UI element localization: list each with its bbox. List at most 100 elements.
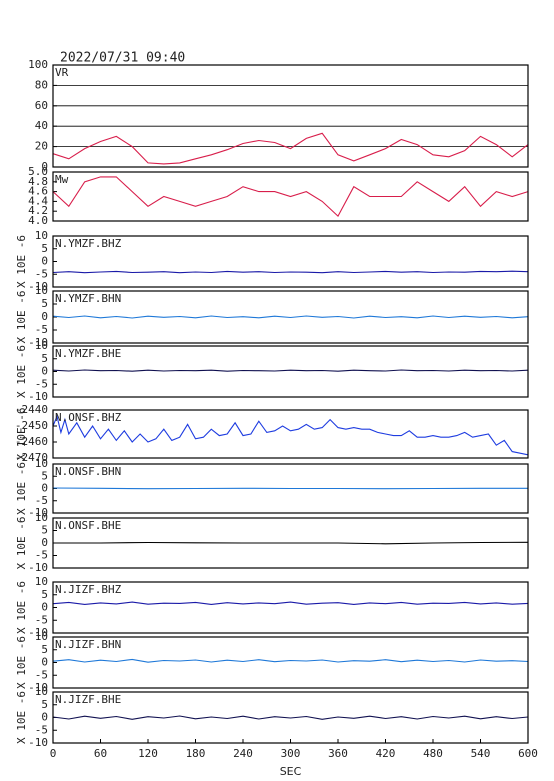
panel-label: N.YMZF.BHE bbox=[55, 347, 121, 360]
series-line bbox=[52, 414, 529, 456]
y-tick-label: 80 bbox=[35, 78, 48, 91]
y-axis-label: X 10E -6 bbox=[15, 462, 28, 515]
x-tick-label: 0 bbox=[50, 747, 57, 760]
x-tick-label: 360 bbox=[328, 747, 348, 760]
y-tick-label: 5 bbox=[41, 352, 48, 365]
y-tick-label: -5 bbox=[35, 267, 48, 280]
y-tick-label: 4.2 bbox=[28, 204, 48, 217]
y-tick-label: 5.0 bbox=[28, 165, 48, 178]
plot-frame bbox=[52, 463, 529, 514]
y-tick-label: 5 bbox=[41, 469, 48, 482]
x-tick-label: 300 bbox=[281, 747, 301, 760]
series-line bbox=[52, 270, 529, 274]
x-tick-label: 120 bbox=[138, 747, 158, 760]
y-tick-label: -10 bbox=[28, 280, 48, 293]
x-tick-label: 480 bbox=[423, 747, 443, 760]
y-axis-label: X 10E -6 bbox=[15, 691, 28, 744]
plot-frame bbox=[52, 409, 529, 459]
panel-label: N.JIZF.BHZ bbox=[55, 583, 122, 596]
y-axis-label: X 10E -6 bbox=[15, 517, 28, 570]
x-tick-label: 240 bbox=[233, 747, 253, 760]
panel-label: N.ONSF.BHE bbox=[55, 519, 121, 532]
plot-frame bbox=[52, 235, 529, 288]
y-tick-label: -10 bbox=[28, 336, 48, 349]
y-tick-label: 60 bbox=[35, 99, 48, 112]
y-tick-label: 100 bbox=[28, 58, 48, 71]
x-tick-label: 600 bbox=[518, 747, 538, 760]
series-line bbox=[52, 369, 529, 372]
y-tick-label: 0 bbox=[41, 365, 48, 378]
y-tick-label: -2440 bbox=[15, 403, 48, 416]
y-tick-label: 5 bbox=[41, 643, 48, 656]
y-tick-label: 10 bbox=[35, 339, 48, 352]
plot-frame bbox=[52, 581, 529, 634]
panel-label: N.ONSF.BHZ bbox=[55, 411, 122, 424]
y-tick-label: -2460 bbox=[15, 435, 48, 448]
panel-label: N.YMZF.BHN bbox=[55, 292, 121, 305]
panel-label: Mw bbox=[55, 173, 69, 186]
series-line bbox=[52, 658, 529, 663]
y-tick-label: 0 bbox=[41, 656, 48, 669]
y-tick-label: -10 bbox=[28, 390, 48, 403]
y-tick-label: 0 bbox=[41, 482, 48, 495]
y-axis-label: X 10E -6 bbox=[15, 408, 28, 461]
y-axis-label: X 10E -6 bbox=[15, 291, 28, 344]
y-tick-label: 0 bbox=[41, 160, 48, 173]
y-tick-label: 10 bbox=[35, 575, 48, 588]
y-tick-label: 4.4 bbox=[28, 194, 48, 207]
y-axis-label: X 10E -6 bbox=[15, 636, 28, 689]
y-tick-label: -5 bbox=[35, 723, 48, 736]
x-tick-label: 420 bbox=[376, 747, 396, 760]
plot-frame bbox=[52, 171, 529, 222]
panel-label: N.JIZF.BHN bbox=[55, 638, 121, 651]
plot-frame bbox=[52, 636, 529, 689]
series-line bbox=[52, 601, 529, 605]
series-line bbox=[53, 541, 529, 545]
y-tick-label: -10 bbox=[28, 561, 48, 574]
y-tick-label: -5 bbox=[35, 668, 48, 681]
y-tick-label: 10 bbox=[35, 685, 48, 698]
x-tick-label: 540 bbox=[471, 747, 491, 760]
y-tick-label: 5 bbox=[41, 297, 48, 310]
plot-frame bbox=[52, 517, 529, 569]
y-tick-label: -5 bbox=[35, 549, 48, 562]
x-axis-label: SEC bbox=[280, 765, 302, 778]
y-tick-label: 10 bbox=[35, 630, 48, 643]
y-tick-label: 0 bbox=[41, 601, 48, 614]
y-tick-label: 0 bbox=[41, 310, 48, 323]
y-tick-label: 10 bbox=[35, 284, 48, 297]
y-axis-label: X 10E -6 bbox=[15, 235, 28, 288]
series-line bbox=[52, 487, 528, 490]
y-tick-label: -10 bbox=[28, 626, 48, 639]
panel-label: VR bbox=[55, 66, 69, 79]
y-tick-label: 5 bbox=[41, 242, 48, 255]
panel-label: N.ONSF.BHN bbox=[55, 465, 121, 478]
y-tick-label: 5 bbox=[41, 698, 48, 711]
y-tick-label: 10 bbox=[35, 511, 48, 524]
y-tick-label: -5 bbox=[35, 494, 48, 507]
y-tick-label: 5 bbox=[41, 524, 48, 537]
y-tick-label: 4.0 bbox=[28, 214, 48, 227]
y-tick-label: -5 bbox=[35, 377, 48, 390]
y-tick-label: 0 bbox=[41, 711, 48, 724]
y-tick-label: -10 bbox=[28, 506, 48, 519]
plot-frame bbox=[52, 64, 529, 168]
plot-frame bbox=[52, 290, 529, 344]
y-tick-label: 10 bbox=[35, 457, 48, 470]
y-axis-label: X 10E -6 bbox=[15, 581, 28, 634]
panel-label: N.JIZF.BHE bbox=[55, 693, 121, 706]
y-tick-label: 5 bbox=[41, 588, 48, 601]
y-tick-label: 0 bbox=[41, 255, 48, 268]
series-line bbox=[52, 176, 529, 217]
chart-title: 2022/07/31 09:40 bbox=[60, 51, 185, 66]
y-tick-label: -5 bbox=[35, 613, 48, 626]
y-tick-label: -10 bbox=[28, 681, 48, 694]
series-line bbox=[52, 715, 529, 720]
y-axis-label: X 10E -6 bbox=[15, 345, 28, 398]
y-tick-label: 40 bbox=[35, 119, 48, 132]
y-tick-label: -2470 bbox=[15, 451, 48, 464]
y-tick-label: 4.6 bbox=[28, 185, 48, 198]
panel-label: N.YMZF.BHZ bbox=[55, 237, 122, 250]
y-tick-label: -5 bbox=[35, 323, 48, 336]
